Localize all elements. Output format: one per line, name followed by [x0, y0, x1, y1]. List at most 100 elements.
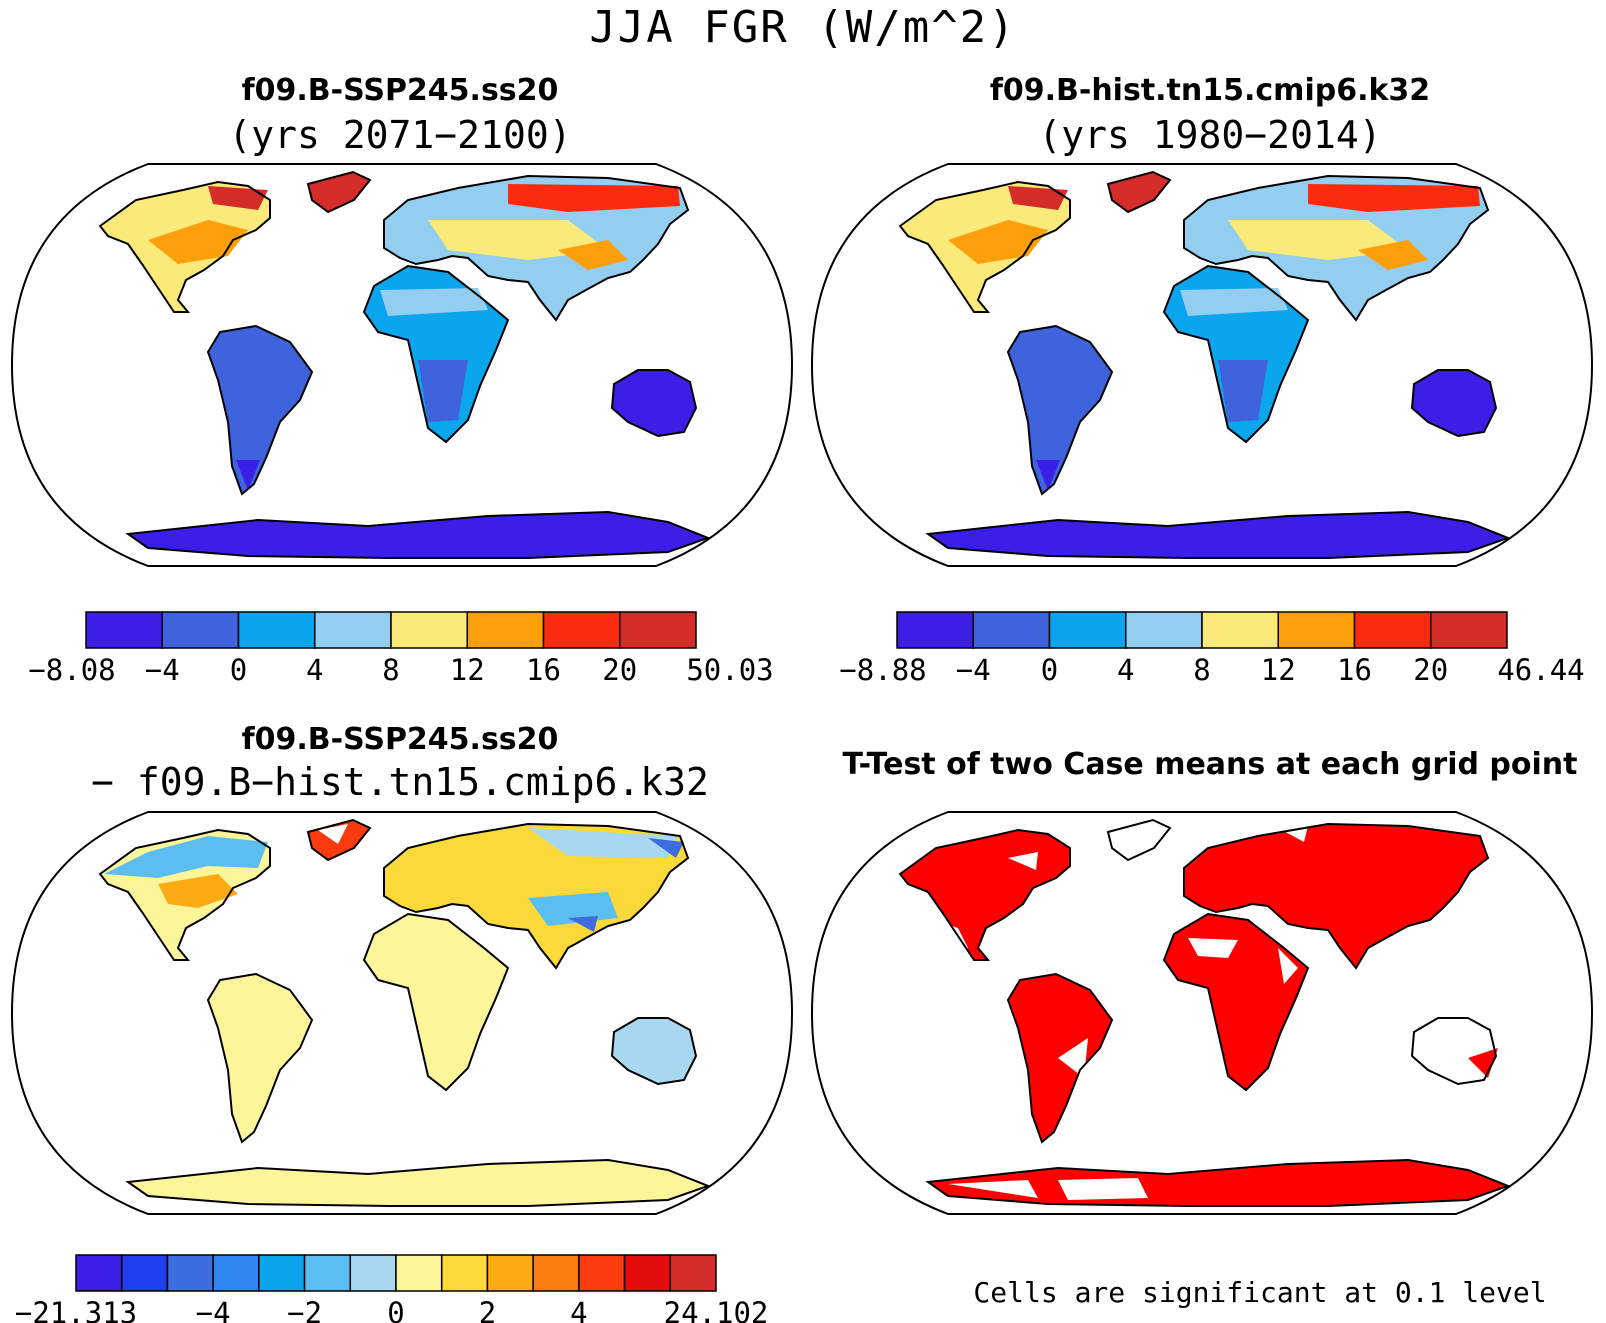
- colorbar-swatch: [258, 1254, 306, 1292]
- field-shading: [236, 460, 260, 490]
- field-shading: [1308, 184, 1480, 212]
- colorbar-swatch: [1353, 611, 1432, 649]
- field-shading: [1036, 460, 1060, 490]
- coastline-antarctica: [125, 1158, 711, 1207]
- land-southAmerica: [208, 326, 312, 494]
- map-border: [810, 163, 1594, 567]
- panel-4-map: [810, 811, 1594, 1215]
- figure-title: JJA FGR (W/m^2): [589, 2, 1017, 53]
- colorbar-label: 8: [1193, 653, 1210, 687]
- coastline-southAmerica: [206, 324, 314, 496]
- coastline-antarctica: [925, 510, 1511, 559]
- colorbar-swatch: [466, 611, 545, 649]
- map-border: [10, 811, 794, 1215]
- colorbar-swatch: [395, 1254, 443, 1292]
- colorbar-swatch: [1201, 611, 1279, 649]
- land-australia: [1412, 370, 1496, 436]
- coastline-africa: [362, 264, 510, 444]
- map-border: [10, 163, 794, 567]
- field-shading: [648, 838, 684, 858]
- colorbar-swatch: [303, 1254, 352, 1292]
- land-africa: [1164, 914, 1308, 1090]
- coastline-northAmerica: [98, 180, 271, 313]
- colorbar-swatch: [896, 611, 974, 649]
- coastline-greenland: [1106, 170, 1172, 214]
- coastline-southAmerica: [1006, 324, 1114, 496]
- coastline-greenland: [1106, 818, 1172, 862]
- colorbar-swatch: [972, 611, 1051, 649]
- colorbar-swatch: [85, 611, 163, 649]
- colorbar-swatch: [1125, 611, 1203, 649]
- colorbar-label: −2: [287, 1296, 322, 1323]
- colorbar-label: −4: [196, 1296, 231, 1323]
- colorbar-label: 0: [387, 1296, 404, 1323]
- colorbar-label: 4: [570, 1296, 587, 1323]
- field-shading: [208, 186, 268, 210]
- panel-2-subtitle: (yrs 1980−2014): [1038, 113, 1382, 157]
- land-antarctica: [128, 512, 708, 558]
- colorbar-swatch: [237, 611, 316, 649]
- colorbar-swatch: [623, 1254, 672, 1292]
- field-shading: [318, 824, 348, 844]
- colorbar-swatch: [1430, 611, 1508, 649]
- field-shading: [1058, 1178, 1148, 1200]
- field-shading: [1218, 360, 1268, 422]
- colorbar-label: 2: [479, 1296, 496, 1323]
- colorbar-label: 20: [602, 653, 637, 687]
- panel-3-title: f09.B-SSP245.ss20: [241, 722, 559, 757]
- colorbar-swatch: [542, 611, 621, 649]
- field-shading: [158, 874, 238, 908]
- land-antarctica: [928, 512, 1508, 558]
- panel-1-subtitle: (yrs 2071−2100): [228, 113, 572, 157]
- coastline-eurasia: [383, 174, 690, 322]
- colorbar-swatch: [1277, 611, 1356, 649]
- colorbar-label: 0: [230, 653, 247, 687]
- colorbar-swatch: [161, 611, 240, 649]
- land-australia: [612, 370, 696, 436]
- field-shading: [948, 1180, 1038, 1198]
- coastline-eurasia: [1183, 822, 1490, 970]
- colorbar-swatch: [349, 1254, 397, 1292]
- colorbar-swatch: [669, 1254, 717, 1292]
- land-greenland: [308, 172, 370, 212]
- colorbar-swatch: [1048, 611, 1127, 649]
- panel-1-title: f09.B-SSP245.ss20: [241, 73, 559, 108]
- panel-2-title: f09.B-hist.tn15.cmip6.k32: [989, 73, 1431, 108]
- coastline-greenland: [306, 170, 372, 214]
- colorbar-swatch: [486, 1254, 534, 1292]
- colorbar-label: −4: [145, 653, 180, 687]
- colorbar-label: −21.313: [15, 1296, 137, 1323]
- land-greenland: [1108, 820, 1170, 860]
- land-australia: [1412, 1018, 1496, 1084]
- colorbar-swatch: [619, 611, 697, 649]
- land-eurasia: [384, 824, 688, 968]
- panel-3-subtitle: − f09.B−hist.tn15.cmip6.k32: [91, 760, 709, 804]
- colorbar-label: 4: [306, 653, 323, 687]
- colorbar-swatch: [314, 611, 392, 649]
- coastline-africa: [1162, 912, 1310, 1092]
- panel-3-colorbar: −21.313 −4 −2 0 2 4 24.102: [15, 1254, 768, 1323]
- colorbar-label: 46.44: [1497, 653, 1584, 687]
- colorbar-label: 20: [1413, 653, 1448, 687]
- land-africa: [364, 914, 508, 1090]
- coastline-northAmerica: [98, 828, 271, 961]
- land-southAmerica: [208, 974, 312, 1142]
- field-shading: [508, 184, 680, 212]
- land-australia: [612, 1018, 696, 1084]
- coastline-australia: [610, 369, 698, 438]
- coastline-australia: [1410, 1017, 1498, 1086]
- colorbar-label: 16: [1337, 653, 1372, 687]
- colorbar-swatch: [75, 1254, 123, 1292]
- colorbar-label: 24.102: [664, 1296, 769, 1323]
- significance-note: Cells are significant at 0.1 level: [973, 1276, 1547, 1309]
- coastline-africa: [1162, 264, 1310, 444]
- field-shading: [1278, 948, 1298, 984]
- land-southAmerica: [1008, 326, 1112, 494]
- panel-1-map: [10, 163, 794, 567]
- coastline-australia: [1410, 369, 1498, 438]
- field-shading: [1180, 288, 1288, 316]
- colorbar-swatch: [212, 1254, 260, 1292]
- field-shading: [418, 360, 468, 422]
- land-eurasia: [1184, 824, 1488, 968]
- panel-4-title: T-Test of two Case means at each grid po…: [842, 747, 1578, 782]
